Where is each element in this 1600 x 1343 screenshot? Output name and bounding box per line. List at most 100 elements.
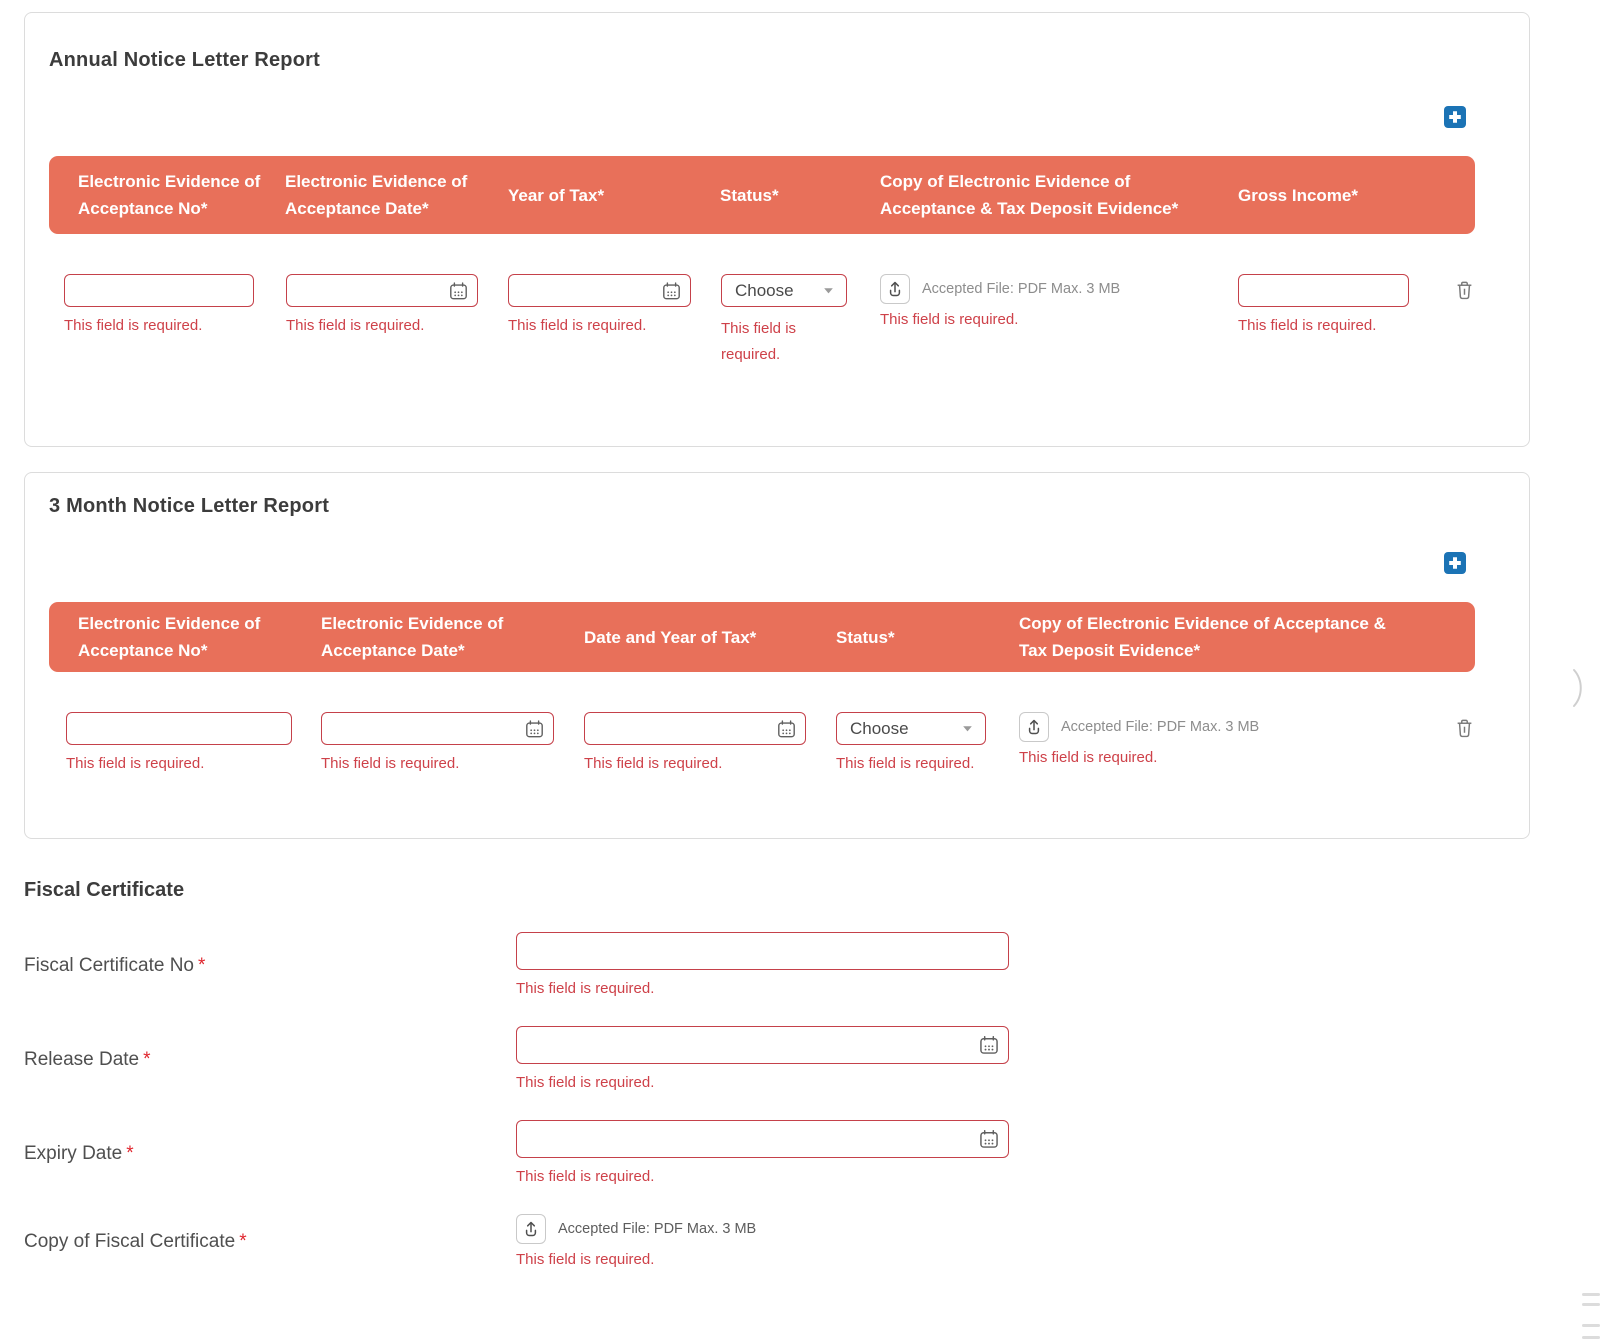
column-header: Status*	[720, 185, 779, 205]
field-label-text: Fiscal Certificate No	[24, 954, 194, 976]
error-message: This field is required.	[1019, 749, 1158, 766]
fiscal-certificate-upload-button[interactable]	[516, 1214, 546, 1244]
delete-row-button[interactable]	[1454, 279, 1475, 304]
plus-icon	[1444, 552, 1466, 574]
error-message: This field is required.	[286, 317, 425, 334]
release-date-field	[516, 1026, 1009, 1064]
required-asterisk: *	[239, 1231, 247, 1252]
release-date-input[interactable]	[517, 1027, 1008, 1063]
error-message: This field is required.	[516, 1074, 655, 1091]
expiry-date-input[interactable]	[517, 1121, 1008, 1157]
calendar-icon[interactable]	[524, 718, 545, 739]
field-label: Fiscal Certificate No *	[24, 955, 516, 977]
delete-row-button[interactable]	[1454, 717, 1475, 742]
status-select-value: Choose	[735, 280, 794, 300]
error-message: This field is required.	[508, 317, 647, 334]
card-title: 3 Month Notice Letter Report	[49, 495, 330, 517]
error-message: This field is required.	[516, 1251, 655, 1268]
required-asterisk: *	[143, 1048, 151, 1070]
caret-down-icon	[824, 288, 833, 294]
fiscal-certificate-no-field	[516, 932, 1009, 970]
calendar-icon[interactable]	[978, 1128, 1000, 1150]
calendar-icon[interactable]	[448, 280, 469, 301]
field-label: Copy of Fiscal Certificate *	[24, 1231, 516, 1253]
add-row-toolbar	[49, 106, 1475, 128]
error-message: This field is required.	[721, 320, 797, 363]
field-label-text: Copy of Fiscal Certificate	[24, 1231, 236, 1252]
column-header: Gross Income*	[1238, 185, 1358, 205]
column-header: Year of Tax*	[508, 185, 605, 205]
required-asterisk: *	[198, 954, 206, 976]
required-asterisk: *	[126, 1142, 134, 1164]
error-message: This field is required.	[66, 755, 205, 772]
evidence-acceptance-no-field	[66, 712, 292, 745]
column-header: Electronic Evidence of Acceptance No*	[78, 614, 261, 660]
column-header: Date and Year of Tax*	[584, 627, 757, 647]
form-row: Expiry Date * This field is required.	[24, 1120, 1600, 1187]
year-of-tax-input[interactable]	[509, 275, 690, 306]
trash-icon	[1457, 719, 1472, 738]
evidence-acceptance-date-input[interactable]	[287, 275, 477, 306]
add-row-toolbar	[49, 552, 1475, 574]
status-select[interactable]: Choose	[836, 712, 986, 745]
status-select[interactable]: Choose	[721, 274, 847, 307]
year-of-tax-field	[508, 274, 691, 307]
upload-icon	[525, 1221, 537, 1237]
expiry-date-field	[516, 1120, 1009, 1158]
column-header: Electronic Evidence of Acceptance Date*	[321, 614, 504, 660]
form-row: Copy of Fiscal Certificate * Accepted Fil…	[24, 1214, 1600, 1270]
column-header: Electronic Evidence of Acceptance No*	[78, 172, 261, 218]
gross-income-field	[1238, 274, 1409, 307]
card-title: Annual Notice Letter Report	[49, 49, 320, 71]
table-header: Electronic Evidence of Acceptance No* El…	[49, 156, 1475, 234]
evidence-acceptance-date-field	[321, 712, 554, 745]
table-row: This field is required. This field is re…	[49, 712, 1475, 774]
status-select-value: Choose	[850, 718, 909, 738]
evidence-acceptance-no-input[interactable]	[67, 713, 291, 744]
page-edge-line	[1582, 1293, 1600, 1296]
calendar-icon[interactable]	[978, 1034, 1000, 1056]
page-edge-line	[1582, 1303, 1600, 1306]
field-label: Release Date *	[24, 1049, 516, 1071]
upload-hint: Accepted File: PDF Max. 3 MB	[1061, 719, 1260, 735]
caret-down-icon	[963, 726, 972, 732]
error-message: This field is required.	[584, 755, 723, 772]
error-message: This field is required.	[516, 1168, 655, 1185]
date-year-of-tax-input[interactable]	[585, 713, 805, 744]
trash-icon	[1457, 281, 1472, 300]
calendar-icon[interactable]	[776, 718, 797, 739]
table-row: This field is required. This field is re…	[49, 274, 1475, 368]
field-label-text: Release Date	[24, 1048, 140, 1070]
add-row-button[interactable]	[1444, 552, 1466, 574]
upload-hint: Accepted File: PDF Max. 3 MB	[922, 281, 1121, 297]
gross-income-input[interactable]	[1239, 275, 1408, 306]
calendar-icon[interactable]	[661, 280, 682, 301]
date-year-of-tax-field	[584, 712, 806, 745]
error-message: This field is required.	[516, 980, 655, 997]
table-header: Electronic Evidence of Acceptance No* El…	[49, 602, 1475, 672]
page-edge-line	[1582, 1324, 1600, 1327]
evidence-acceptance-date-field	[286, 274, 478, 307]
error-message: This field is required.	[1238, 317, 1377, 334]
evidence-copy-upload-button[interactable]	[880, 274, 910, 304]
error-message: This field is required.	[880, 311, 1019, 328]
evidence-copy-upload-button[interactable]	[1019, 712, 1049, 742]
plus-icon	[1444, 106, 1466, 128]
add-row-button[interactable]	[1444, 106, 1466, 128]
column-header: Status*	[836, 627, 895, 647]
error-message: This field is required.	[836, 755, 975, 772]
page-edge-line	[1582, 1336, 1600, 1339]
error-message: This field is required.	[64, 317, 203, 334]
annual-notice-letter-report-card: Annual Notice Letter Report Electronic E…	[24, 12, 1530, 447]
column-header: Electronic Evidence of Acceptance Date*	[285, 172, 468, 218]
upload-icon	[889, 281, 901, 297]
fiscal-certificate-no-input[interactable]	[517, 933, 1008, 969]
form-row: Release Date * This field is required.	[24, 1026, 1600, 1093]
section-title: Fiscal Certificate	[24, 879, 185, 901]
column-header: Copy of Electronic Evidence of Acceptanc…	[880, 172, 1179, 218]
evidence-acceptance-date-input[interactable]	[322, 713, 553, 744]
chevron-right-icon[interactable]	[1572, 667, 1588, 714]
field-label-text: Expiry Date	[24, 1142, 123, 1164]
upload-icon	[1028, 719, 1040, 735]
evidence-acceptance-no-input[interactable]	[65, 275, 253, 306]
